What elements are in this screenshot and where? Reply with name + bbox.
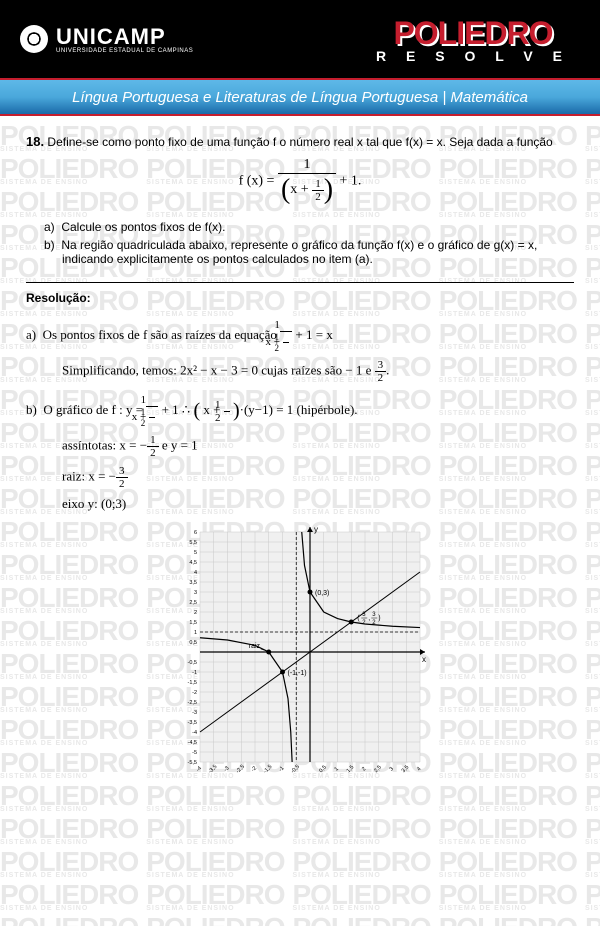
svg-text:-0,5: -0,5 [290, 764, 301, 775]
svg-text:3: 3 [194, 590, 197, 596]
resolution-items: a) Os pontos fixos de f são as raízes da… [26, 319, 574, 512]
poliedro-header: POLIEDRO R E S O L V E [376, 15, 570, 64]
svg-text:4: 4 [416, 766, 422, 772]
svg-text:4,5: 4,5 [189, 560, 197, 566]
question-line: 18. Define-se como ponto fixo de uma fun… [26, 134, 574, 149]
question-text: Define-se como ponto fixo de uma função … [47, 135, 552, 149]
svg-text:-2: -2 [192, 690, 197, 696]
svg-text:-4: -4 [195, 765, 203, 773]
unicamp-icon [20, 25, 48, 53]
svg-text:3,5: 3,5 [189, 580, 197, 586]
svg-text:-1: -1 [278, 765, 286, 773]
svg-text:2: 2 [194, 610, 197, 616]
svg-text:-0,5: -0,5 [188, 660, 197, 666]
svg-text:-2,5: -2,5 [188, 700, 197, 706]
content-area: 18. Define-se como ponto fixo de uma fun… [0, 116, 600, 800]
unicamp-subtitle: UNIVERSIDADE ESTADUAL DE CAMPINAS [56, 48, 193, 54]
svg-text:-3: -3 [223, 765, 231, 773]
svg-text:2,5: 2,5 [373, 764, 383, 774]
item-b: b) Na região quadriculada abaixo, repres… [44, 238, 574, 266]
svg-text:0,5: 0,5 [318, 764, 328, 774]
svg-text:-4,5: -4,5 [188, 740, 197, 746]
header-bar: UNICAMP UNIVERSIDADE ESTADUAL DE CAMPINA… [0, 0, 600, 78]
svg-text:-5,5: -5,5 [188, 760, 197, 766]
svg-text:5: 5 [194, 550, 197, 556]
svg-text:-2,5: -2,5 [235, 764, 246, 775]
svg-text:y: y [314, 525, 318, 534]
svg-text:-3: -3 [192, 710, 197, 716]
divider [26, 282, 574, 283]
svg-text:raiz: raiz [249, 643, 261, 650]
svg-text:-3,5: -3,5 [188, 720, 197, 726]
poliedro-resolve: R E S O L V E [376, 48, 570, 64]
svg-text:1,5: 1,5 [189, 620, 197, 626]
poliedro-title: POLIEDRO [376, 15, 570, 52]
resolution-title: Resolução: [26, 291, 574, 305]
question-items: a) Calcule os pontos fixos de f(x). b) N… [44, 220, 574, 266]
svg-text:-3,5: -3,5 [208, 764, 219, 775]
svg-text:1: 1 [194, 630, 197, 636]
subject-text: Língua Portuguesa e Literaturas de Língu… [72, 89, 528, 106]
svg-text:5,5: 5,5 [189, 540, 197, 546]
svg-text:0,5: 0,5 [189, 640, 197, 646]
svg-text:3,5: 3,5 [401, 764, 411, 774]
svg-text:4: 4 [194, 570, 197, 576]
res-eixo-y: eixo y: (0;3) [62, 496, 574, 512]
subject-bar: Língua Portuguesa e Literaturas de Língu… [0, 78, 600, 116]
svg-text:-4: -4 [192, 730, 197, 736]
unicamp-title: UNICAMP [56, 24, 193, 50]
res-a-simplified: Simplificando, temos: 2x² − x − 3 = 0 cu… [62, 359, 574, 384]
svg-text:-5: -5 [192, 750, 197, 756]
svg-text:2,5: 2,5 [189, 600, 197, 606]
question-formula: f (x) = 1 (x + 12) + 1. [26, 157, 574, 206]
svg-text:x: x [422, 655, 426, 664]
res-raiz: raiz: x = −32 [62, 465, 574, 490]
svg-text:(0,3): (0,3) [315, 590, 329, 597]
svg-text:-1,5: -1,5 [188, 680, 197, 686]
question-number: 18. [26, 134, 44, 149]
svg-text:1,5: 1,5 [346, 764, 356, 774]
svg-text:): ) [378, 615, 380, 622]
res-asymptotes: assíntotas: x = −12 e y = 1 [62, 434, 574, 459]
res-a: a) Os pontos fixos de f são as raízes da… [26, 319, 574, 384]
item-a: a) Calcule os pontos fixos de f(x). [44, 220, 574, 234]
svg-text:,: , [368, 615, 370, 622]
unicamp-logo-block: UNICAMP UNIVERSIDADE ESTADUAL DE CAMPINA… [20, 24, 193, 54]
svg-text:-1: -1 [192, 670, 197, 676]
svg-text:2: 2 [361, 766, 367, 772]
svg-text:3: 3 [389, 766, 395, 772]
graph-svg: xy(-1,-1)(0,3)(32,32)raiz-5,5-5-4,5-4-3,… [170, 522, 430, 782]
svg-text:6: 6 [194, 530, 197, 536]
res-b: b) O gráfico de f : y = 1x + 12 + 1 ∴ ( … [26, 394, 574, 512]
svg-text:1: 1 [334, 766, 340, 772]
svg-text:-1,5: -1,5 [263, 764, 274, 775]
graph-container: xy(-1,-1)(0,3)(32,32)raiz-5,5-5-4,5-4-3,… [26, 522, 574, 782]
svg-text:-2: -2 [250, 765, 258, 773]
svg-text:(-1,-1): (-1,-1) [288, 670, 307, 677]
